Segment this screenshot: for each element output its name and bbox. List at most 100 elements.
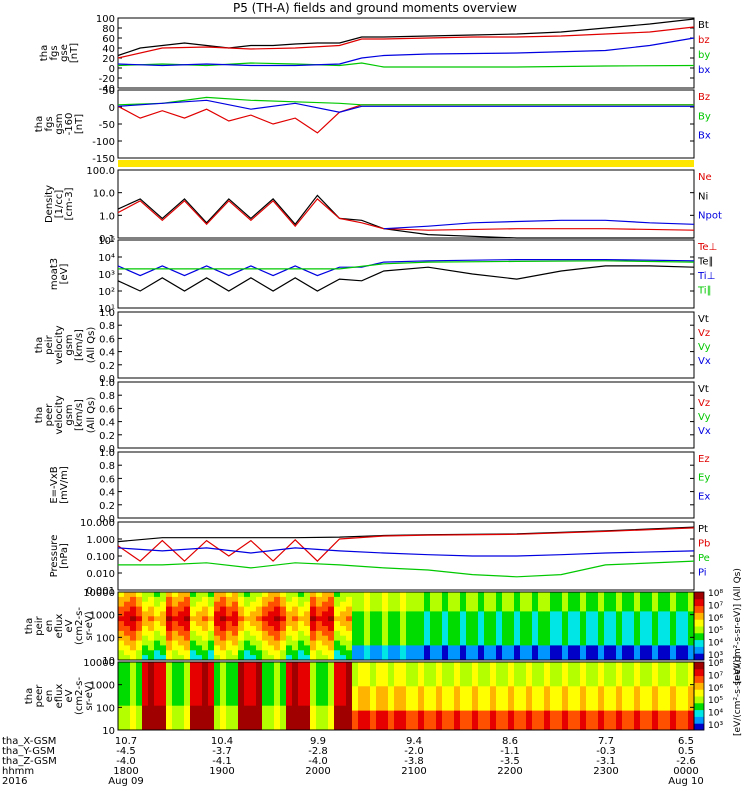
- y-axis-label: (cm2-s-: [74, 607, 85, 645]
- x-axis-value: -3.7: [212, 746, 232, 757]
- colorbar-tick: 10⁵: [708, 696, 723, 706]
- y-axis-label: en: [44, 620, 55, 633]
- y-tick-label: 100: [96, 14, 115, 25]
- y-axis-label: eV: [64, 619, 75, 632]
- y-tick-label: 0.2: [99, 501, 115, 512]
- y-axis-label: velocity: [54, 325, 65, 364]
- y-axis-label: peer: [34, 684, 45, 708]
- x-axis-value: 0000: [673, 766, 698, 777]
- y-tick-label: 10.0: [93, 189, 115, 200]
- legend-entry: Pe: [698, 553, 710, 564]
- x-axis-value: 2000: [305, 766, 330, 777]
- y-tick-label: 10³: [98, 270, 115, 281]
- y-axis-label: peir: [34, 615, 45, 635]
- x-axis-value: -2.0: [404, 746, 424, 757]
- x-axis-value: 9.9: [310, 736, 326, 747]
- colorbar-tick: 10⁶: [708, 614, 723, 624]
- series-by: [117, 62, 695, 68]
- y-axis-subtitle: (All Qs): [86, 397, 97, 434]
- y-tick-label: -100: [92, 137, 115, 148]
- y-axis-label: [nT]: [69, 43, 80, 63]
- x-axis-value: -2.8: [308, 746, 328, 757]
- x-axis-value: Aug 10: [668, 776, 703, 787]
- series-bz: [117, 26, 695, 59]
- legend-entry: Te⊥: [697, 242, 717, 253]
- y-tick-label: 0.4: [99, 418, 115, 429]
- y-axis-label: (cm2-s-: [74, 677, 85, 715]
- y-axis-label: sr-eV): [84, 611, 95, 640]
- colorbar-tick: 10³: [708, 651, 723, 661]
- x-axis-value: -0.3: [596, 746, 616, 757]
- colorbar-tick: 10⁷: [708, 671, 723, 681]
- y-tick-label: 0.6: [99, 474, 115, 485]
- y-tick-label: 10.000: [80, 518, 115, 529]
- y-tick-label: 100: [96, 633, 115, 644]
- y-axis-label: tha: [34, 337, 45, 353]
- legend-entry: Vy: [698, 412, 711, 423]
- y-tick-label: 0.001: [86, 586, 115, 597]
- y-axis-label: eV: [64, 689, 75, 702]
- figure-title: P5 (TH-A) fields and ground moments over…: [233, 1, 517, 15]
- x-axis-value: 7.7: [598, 736, 614, 747]
- y-axis-label: E=-VxB: [49, 466, 60, 503]
- legend-entry: by: [698, 50, 710, 61]
- y-axis-label: Density: [44, 185, 55, 223]
- legend-entry: Vt: [698, 384, 709, 395]
- legend-entry: Ez: [698, 454, 710, 465]
- series-Pe: [118, 560, 695, 578]
- y-tick-label: 10000: [83, 658, 115, 669]
- y-tick-label: 10: [102, 656, 115, 667]
- series-bx: [117, 37, 695, 67]
- y-axis-label: [km/s]: [74, 329, 85, 361]
- y-tick-label: 10: [102, 726, 115, 737]
- x-axis-value: -1.1: [500, 746, 520, 757]
- x-axis-value: -3.5: [500, 756, 520, 767]
- y-axis-label: [eV]: [59, 264, 70, 285]
- legend-entry: Vy: [698, 342, 711, 353]
- panel-frame: [117, 169, 695, 239]
- y-tick-label: 20: [102, 54, 115, 65]
- y-tick-label: 0.2: [99, 431, 115, 442]
- y-tick-label: 100.0: [86, 166, 115, 177]
- y-tick-label: 0.4: [99, 488, 115, 499]
- y-tick-label: 40: [102, 44, 115, 55]
- legend-entry: Ex: [698, 491, 710, 502]
- y-tick-label: 0: [109, 64, 115, 75]
- x-axis-value: Aug 09: [108, 776, 143, 787]
- y-axis-label: tha: [39, 45, 50, 61]
- y-tick-label: 0.4: [99, 348, 115, 359]
- y-axis-label: [cm-3]: [64, 187, 75, 220]
- y-tick-label: -20: [99, 74, 115, 85]
- y-axis-label: velocity: [54, 395, 65, 434]
- y-tick-label: -50: [99, 120, 115, 131]
- y-tick-label: 0.6: [99, 334, 115, 345]
- x-axis-value: 2300: [593, 766, 618, 777]
- quality-flag-bar: [118, 160, 694, 167]
- legend-entry: Bx: [698, 131, 711, 142]
- x-axis-value: 0.5: [678, 746, 694, 757]
- y-tick-label: 10¹: [98, 304, 115, 315]
- y-tick-label: 1.000: [86, 535, 115, 546]
- legend-entry: Bt: [698, 20, 709, 31]
- y-tick-label: 50: [102, 86, 115, 97]
- y-tick-label: 0.2: [99, 361, 115, 372]
- y-axis-label: [mV/m]: [59, 466, 70, 504]
- y-tick-label: 10²: [98, 287, 115, 298]
- x-axis-value: 9.4: [406, 736, 422, 747]
- colorbar-tick: 10⁴: [708, 709, 723, 719]
- y-axis-label: gsm: [64, 404, 75, 425]
- series-Bx: [117, 99, 694, 113]
- y-tick-label: 1000: [90, 681, 115, 692]
- x-axis-value: -4.0: [116, 756, 136, 767]
- y-tick-label: 0.8: [99, 391, 115, 402]
- x-axis-value: 10.4: [211, 736, 233, 747]
- colorbar-tick: 10⁷: [708, 601, 723, 611]
- series-Ne: [117, 198, 695, 231]
- legend-entry: Vz: [698, 398, 710, 409]
- x-axis-value: -4.5: [116, 746, 136, 757]
- y-tick-label: 10000: [83, 588, 115, 599]
- y-tick-label: 1.0: [99, 308, 115, 319]
- x-axis-value: -4.1: [212, 756, 232, 767]
